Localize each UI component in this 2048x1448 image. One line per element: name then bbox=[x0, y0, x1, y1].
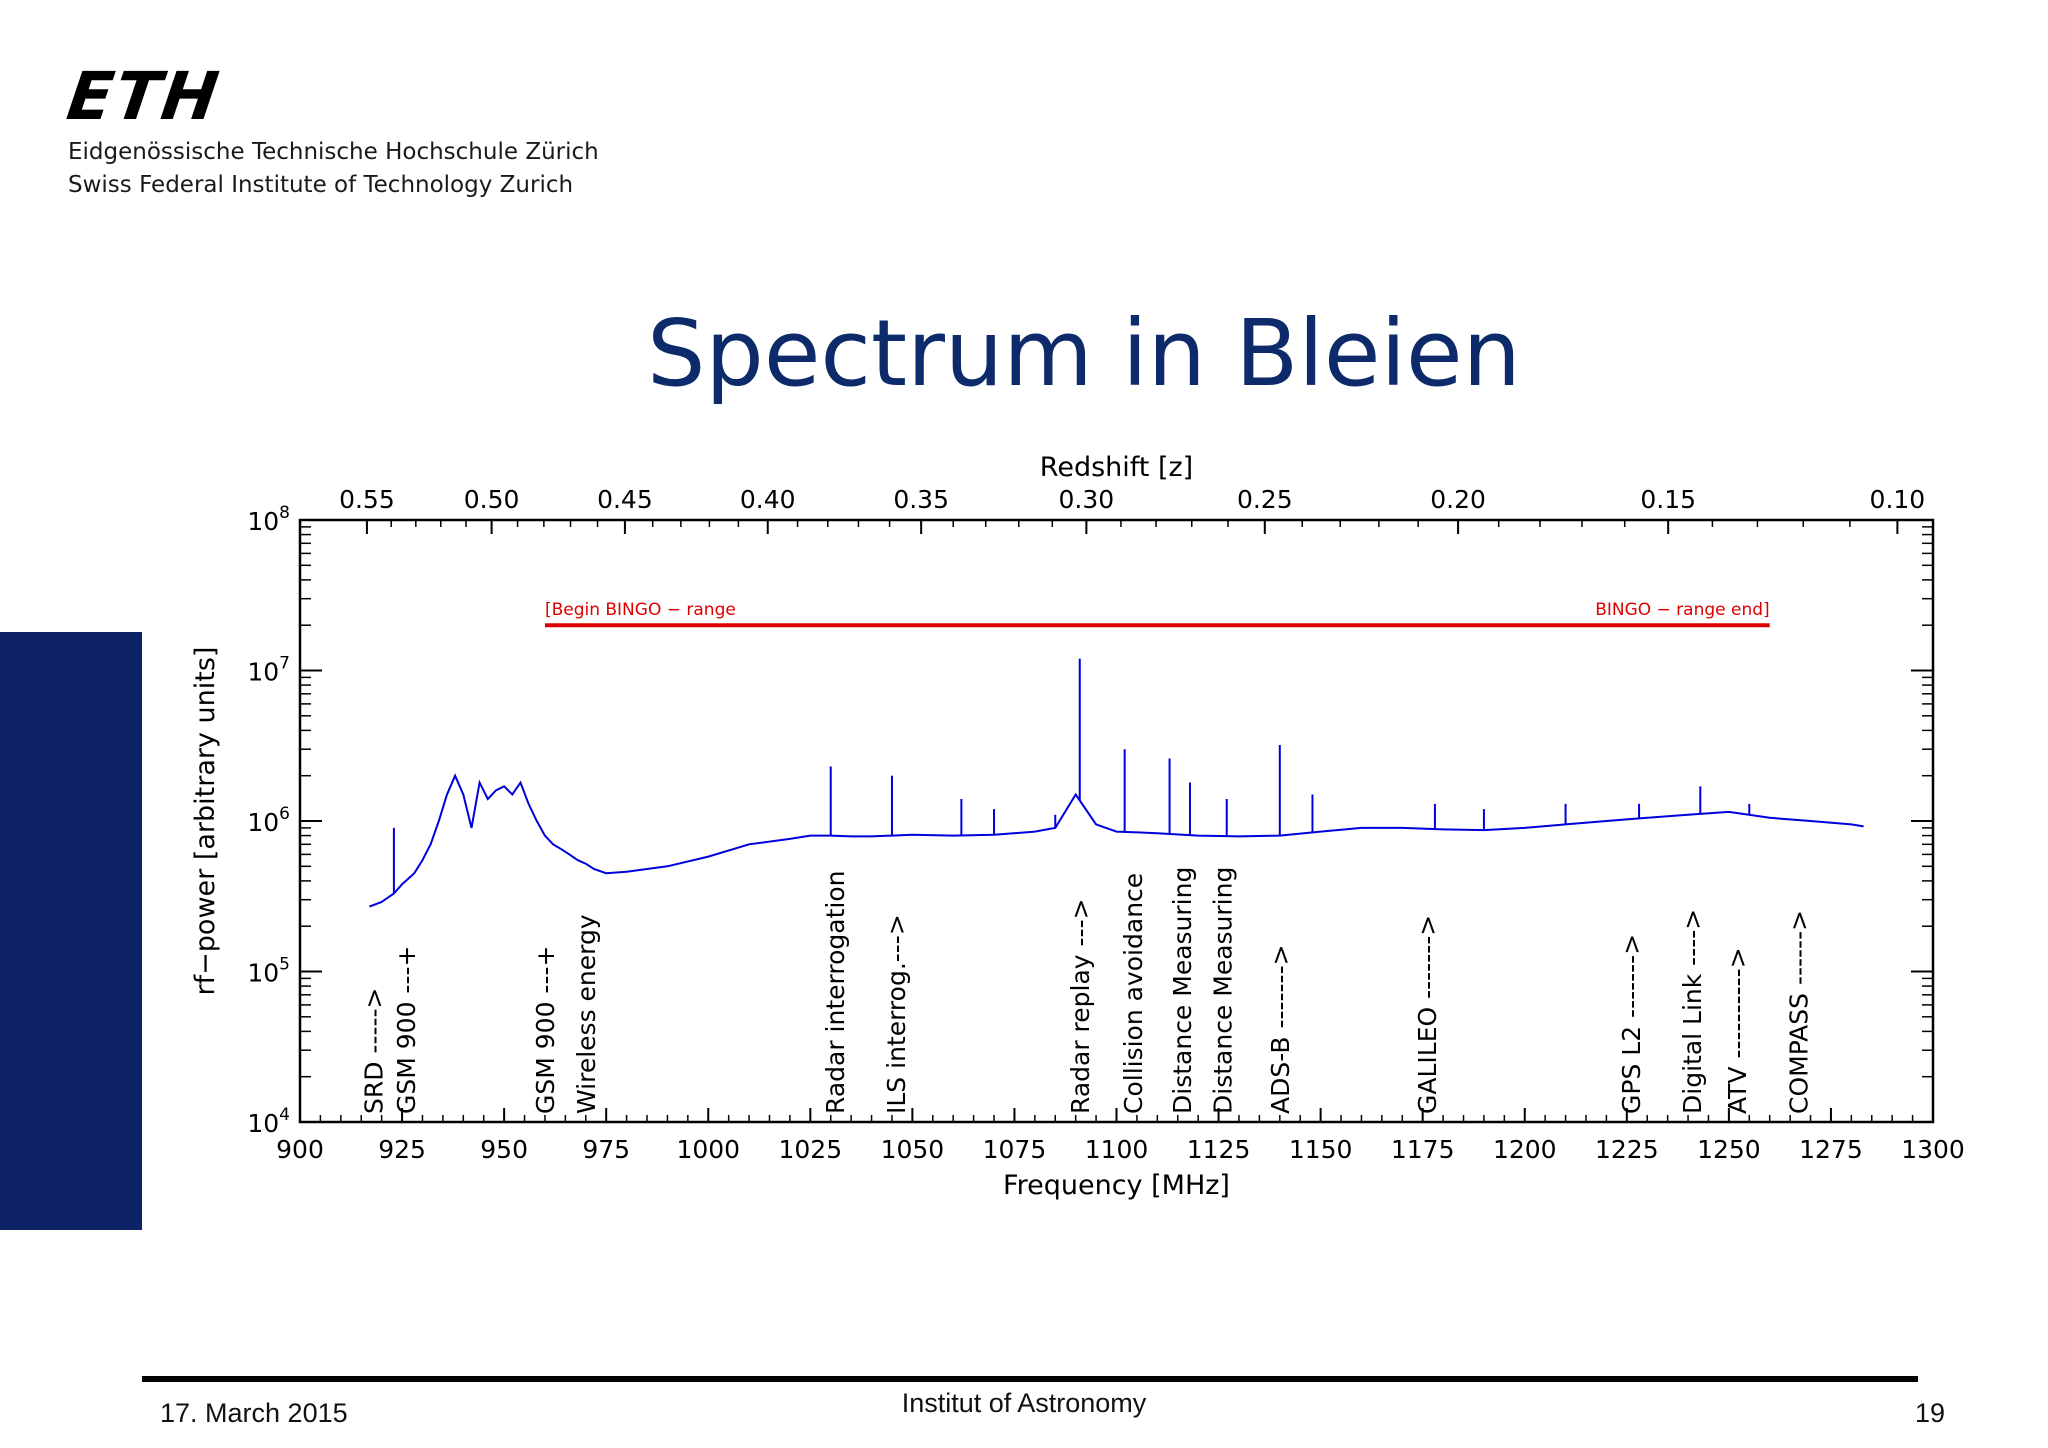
y-axis-label: rf−power [arbitrary units] bbox=[190, 647, 221, 996]
x-tick-label: 1150 bbox=[1289, 1135, 1353, 1164]
spectrum-annotation: Collision avoidance bbox=[1119, 873, 1148, 1114]
spectrum-chart: 900 925 950 975 1000 1025 1050 1075 1100 1125 1150… bbox=[190, 452, 1965, 1201]
x-tick-label: 1200 bbox=[1493, 1135, 1557, 1164]
footer-institute: Institut of Astronomy bbox=[901, 1388, 1147, 1418]
spectrum-annotation: GSM 900 ---+ bbox=[531, 946, 560, 1114]
z-tick-label: 0.15 bbox=[1640, 485, 1696, 514]
spectrum-annotation: GPS L2 -------> bbox=[1617, 934, 1646, 1114]
page-number: 19 bbox=[1915, 1398, 1946, 1428]
x-tick-label: 975 bbox=[582, 1135, 630, 1164]
y-tick-label: 106 bbox=[247, 804, 290, 837]
z-tick-label: 0.35 bbox=[893, 485, 949, 514]
slide-title: Spectrum in Bleien bbox=[647, 300, 1521, 407]
y-tick-label: 108 bbox=[247, 503, 290, 536]
spectrum-annotation: Digital Link ----> bbox=[1678, 909, 1707, 1114]
y-tick-label: 105 bbox=[247, 955, 290, 988]
z-tick-label: 0.55 bbox=[339, 485, 395, 514]
x-tick-label: 1225 bbox=[1595, 1135, 1659, 1164]
spectrum-annotation: Wireless energy bbox=[572, 914, 601, 1114]
x-tick-label: 900 bbox=[276, 1135, 324, 1164]
x2-axis-label: Redshift [z] bbox=[1040, 452, 1193, 483]
bingo-band-start-label: [Begin BINGO − range bbox=[545, 600, 736, 620]
z-tick-label: 0.20 bbox=[1430, 485, 1486, 514]
spectrum-annotation: ILS interrog.---> bbox=[882, 914, 911, 1114]
spectrum-annotation: Radar replay ---> bbox=[1066, 898, 1095, 1114]
footer-divider bbox=[142, 1376, 1918, 1382]
institution-name-en: Swiss Federal Institute of Technology Zu… bbox=[68, 172, 574, 198]
x-tick-label: 925 bbox=[378, 1135, 426, 1164]
z-tick-label: 0.40 bbox=[740, 485, 796, 514]
institution-name-de: Eidgenössische Technische Hochschule Zür… bbox=[68, 139, 599, 165]
x-tick-label: 1175 bbox=[1391, 1135, 1455, 1164]
footer-date: 17. March 2015 bbox=[160, 1398, 348, 1428]
spectrum-annotation: ADS-B -------> bbox=[1266, 944, 1295, 1114]
spectrum-annotation: Distance Measuring bbox=[1168, 867, 1197, 1114]
x-tick-label: 1075 bbox=[983, 1135, 1047, 1164]
x-tick-label: 1125 bbox=[1187, 1135, 1251, 1164]
spectrum-series-line bbox=[369, 773, 1864, 908]
spectrum-annotation: ATV ----------> bbox=[1723, 947, 1752, 1114]
bingo-band-end-label: BINGO − range end] bbox=[1595, 600, 1770, 620]
z-tick-label: 0.25 bbox=[1237, 485, 1293, 514]
x-tick-label: 1275 bbox=[1799, 1135, 1863, 1164]
spectrum-annotation: COMPASS ------> bbox=[1784, 910, 1813, 1114]
x-tick-label: 950 bbox=[480, 1135, 528, 1164]
z-tick-label: 0.45 bbox=[597, 485, 653, 514]
spectrum-annotation: Radar interrogation bbox=[821, 871, 850, 1114]
x-tick-label: 1025 bbox=[779, 1135, 843, 1164]
side-accent-bar bbox=[0, 632, 142, 1230]
z-tick-label: 0.10 bbox=[1870, 485, 1926, 514]
x-tick-label: 1050 bbox=[881, 1135, 945, 1164]
z-tick-label: 0.30 bbox=[1059, 485, 1115, 514]
spectrum-annotation: Distance Measuring bbox=[1209, 867, 1238, 1114]
y-tick-label: 107 bbox=[247, 654, 290, 687]
x-tick-label: 1100 bbox=[1085, 1135, 1149, 1164]
spectrum-annotation: GALILEO -------> bbox=[1413, 915, 1442, 1114]
x-tick-label: 1250 bbox=[1697, 1135, 1761, 1164]
eth-logo: ETH bbox=[62, 58, 225, 135]
x-axis-label: Frequency [MHz] bbox=[1003, 1170, 1230, 1201]
z-tick-label: 0.50 bbox=[464, 485, 520, 514]
spectrum-annotation: GSM 900 ---+ bbox=[392, 946, 421, 1114]
x-tick-label: 1300 bbox=[1901, 1135, 1965, 1164]
spectrum-annotation: SRD -----> bbox=[359, 988, 388, 1115]
y-tick-label: 104 bbox=[247, 1105, 290, 1138]
x-tick-label: 1000 bbox=[676, 1135, 740, 1164]
